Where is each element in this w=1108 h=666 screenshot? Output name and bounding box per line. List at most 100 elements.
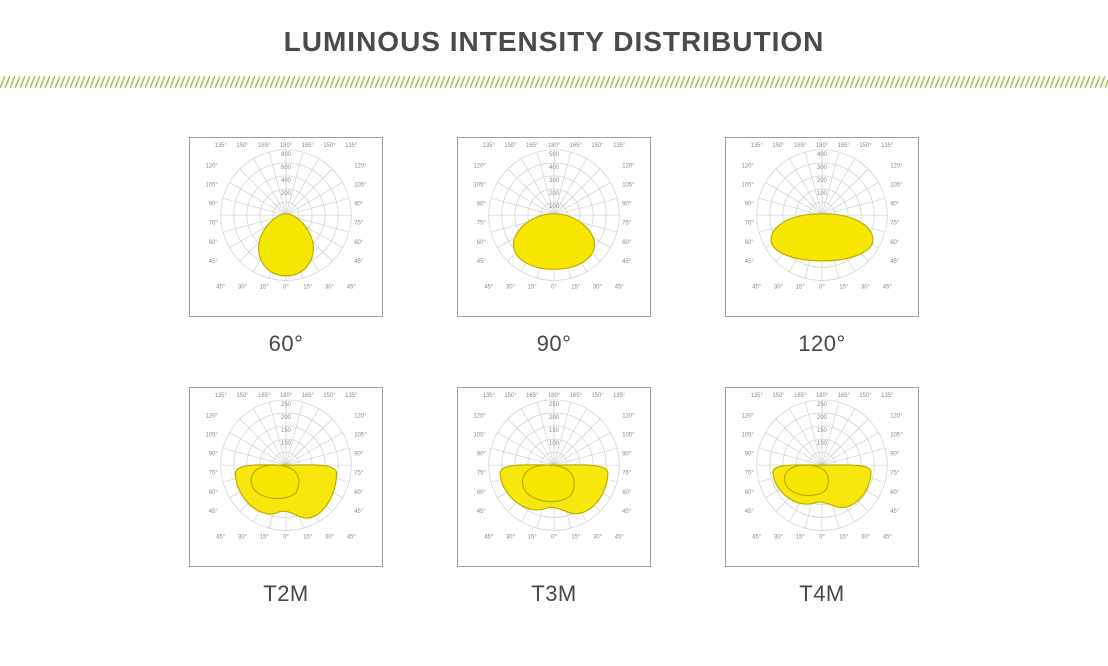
svg-text:150°: 150° [859, 143, 872, 149]
svg-text:0°: 0° [551, 284, 557, 290]
svg-text:800: 800 [281, 152, 292, 158]
svg-text:30°: 30° [325, 284, 335, 290]
svg-text:45°: 45° [216, 534, 226, 540]
svg-text:15°: 15° [571, 534, 581, 540]
svg-text:120°: 120° [622, 163, 635, 169]
svg-text:0°: 0° [551, 534, 557, 540]
svg-text:150°: 150° [323, 393, 336, 399]
svg-text:100: 100 [549, 441, 560, 447]
svg-text:165°: 165° [302, 143, 315, 149]
svg-text:150°: 150° [323, 143, 336, 149]
svg-text:200: 200 [817, 415, 828, 421]
svg-text:15°: 15° [839, 534, 849, 540]
polar-panel: 400300200100135°150°165°180°165°150°135°… [725, 137, 919, 317]
svg-text:135°: 135° [881, 143, 894, 149]
svg-text:45°: 45° [347, 284, 357, 290]
svg-text:60°: 60° [209, 490, 219, 496]
svg-text:60°: 60° [477, 490, 487, 496]
svg-text:15°: 15° [260, 534, 270, 540]
svg-text:30°: 30° [861, 284, 871, 290]
svg-text:165°: 165° [838, 143, 851, 149]
svg-text:120°: 120° [206, 163, 219, 169]
svg-text:45°: 45° [745, 509, 755, 515]
svg-text:75°: 75° [354, 221, 364, 227]
svg-text:100: 100 [281, 441, 292, 447]
svg-text:105°: 105° [622, 432, 635, 438]
svg-text:165°: 165° [570, 143, 583, 149]
svg-text:75°: 75° [745, 471, 755, 477]
svg-text:120°: 120° [206, 413, 219, 419]
svg-text:100: 100 [549, 204, 560, 210]
svg-text:90°: 90° [354, 452, 364, 458]
svg-text:500: 500 [549, 152, 560, 158]
svg-text:165°: 165° [570, 393, 583, 399]
svg-text:90°: 90° [354, 202, 364, 208]
svg-text:150: 150 [817, 428, 828, 434]
svg-text:15°: 15° [839, 284, 849, 290]
svg-text:75°: 75° [477, 221, 487, 227]
svg-text:45°: 45° [477, 259, 487, 265]
svg-text:105°: 105° [354, 432, 367, 438]
svg-text:250: 250 [281, 402, 292, 408]
svg-text:135°: 135° [345, 143, 358, 149]
svg-text:120°: 120° [890, 163, 903, 169]
svg-text:135°: 135° [881, 393, 894, 399]
svg-text:30°: 30° [238, 534, 248, 540]
svg-text:0°: 0° [283, 284, 289, 290]
polar-panel: 250200150100135°150°165°180°165°150°135°… [189, 387, 383, 567]
svg-text:165°: 165° [526, 393, 539, 399]
distribution-cell: 500400300200100135°150°165°180°165°150°1… [457, 137, 651, 357]
svg-text:300: 300 [549, 178, 560, 184]
svg-text:60°: 60° [477, 240, 487, 246]
svg-text:150°: 150° [859, 393, 872, 399]
svg-text:90°: 90° [890, 202, 900, 208]
panel-caption: T2M [263, 581, 309, 607]
polar-panel: 250200150100135°150°165°180°165°150°135°… [457, 387, 651, 567]
svg-text:180°: 180° [548, 143, 561, 149]
svg-text:30°: 30° [593, 534, 603, 540]
svg-text:15°: 15° [796, 534, 806, 540]
svg-text:165°: 165° [302, 393, 315, 399]
svg-text:105°: 105° [206, 182, 219, 188]
svg-text:180°: 180° [548, 393, 561, 399]
svg-text:30°: 30° [325, 534, 335, 540]
svg-text:45°: 45° [615, 284, 625, 290]
svg-text:45°: 45° [216, 284, 226, 290]
distribution-cell: 250200150100135°150°165°180°165°150°135°… [189, 387, 383, 607]
svg-text:300: 300 [817, 165, 828, 171]
svg-text:60°: 60° [890, 490, 900, 496]
svg-text:120°: 120° [742, 413, 755, 419]
svg-text:75°: 75° [622, 471, 632, 477]
svg-text:45°: 45° [745, 259, 755, 265]
svg-text:0°: 0° [819, 534, 825, 540]
svg-text:105°: 105° [622, 182, 635, 188]
svg-text:135°: 135° [215, 393, 228, 399]
svg-text:400: 400 [817, 152, 828, 158]
svg-text:150°: 150° [772, 393, 785, 399]
svg-text:30°: 30° [774, 534, 784, 540]
page-title: LUMINOUS INTENSITY DISTRIBUTION [0, 0, 1108, 58]
svg-text:150°: 150° [236, 393, 249, 399]
svg-text:90°: 90° [477, 202, 487, 208]
svg-text:120°: 120° [474, 413, 487, 419]
svg-text:90°: 90° [209, 452, 219, 458]
svg-text:120°: 120° [622, 413, 635, 419]
svg-text:15°: 15° [796, 284, 806, 290]
svg-text:90°: 90° [745, 452, 755, 458]
svg-text:165°: 165° [794, 393, 807, 399]
svg-text:45°: 45° [354, 259, 364, 265]
svg-text:105°: 105° [890, 182, 903, 188]
svg-text:105°: 105° [742, 432, 755, 438]
svg-text:150°: 150° [236, 143, 249, 149]
svg-text:45°: 45° [890, 509, 900, 515]
svg-text:135°: 135° [215, 143, 228, 149]
svg-text:45°: 45° [890, 259, 900, 265]
svg-text:75°: 75° [209, 221, 219, 227]
svg-text:150°: 150° [591, 393, 604, 399]
svg-text:45°: 45° [883, 534, 893, 540]
svg-text:180°: 180° [816, 143, 829, 149]
svg-text:150°: 150° [504, 393, 517, 399]
svg-text:60°: 60° [745, 490, 755, 496]
svg-text:90°: 90° [890, 452, 900, 458]
svg-text:90°: 90° [477, 452, 487, 458]
